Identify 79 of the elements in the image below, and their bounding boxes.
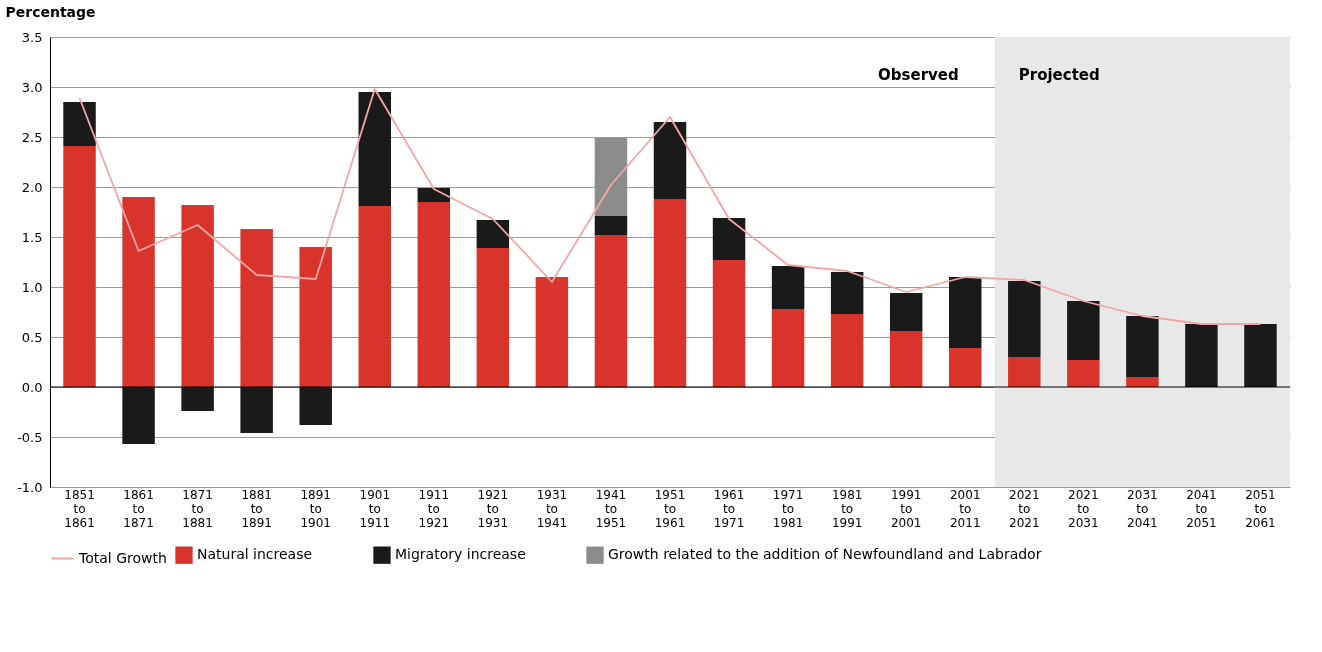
- bar: [653, 199, 687, 387]
- legend-label: Migratory increase: [395, 546, 526, 563]
- bar: [594, 216, 628, 235]
- y-tick-label: 2.0: [21, 179, 43, 195]
- y-tick-label: 1.5: [21, 229, 43, 245]
- y-tick-label: -0.5: [17, 429, 43, 445]
- y-tick-label: 3.0: [21, 79, 43, 95]
- bar: [771, 266, 805, 309]
- x-tick-label: 1851 to 1861: [64, 487, 95, 530]
- bar: [594, 138, 628, 216]
- bar: [181, 387, 214, 411]
- bar: [299, 247, 332, 387]
- bar: [889, 293, 923, 331]
- bar: [771, 309, 805, 387]
- bar: [417, 202, 451, 387]
- bar: [535, 277, 569, 387]
- bar: [1126, 316, 1159, 377]
- bar: [1067, 360, 1100, 387]
- bar: [122, 387, 155, 444]
- x-tick-label: 2051 to 2061: [1245, 487, 1276, 530]
- bar: [712, 260, 746, 387]
- legend-label: Total Growth: [78, 549, 167, 566]
- bar: [1185, 324, 1218, 387]
- bar: [949, 348, 982, 387]
- x-tick-label: 1861 to 1871: [123, 487, 154, 530]
- x-tick-label: 2021 to 2021: [1009, 487, 1040, 530]
- x-tick-label: 1941 to 1951: [595, 487, 627, 530]
- x-tick-label: 1871 to 1881: [182, 487, 213, 530]
- bar: [476, 220, 510, 248]
- bar: [889, 331, 923, 387]
- bar: [1008, 357, 1041, 387]
- bar: [240, 229, 273, 387]
- y-tick-label: 0.5: [21, 329, 43, 345]
- bar: [63, 102, 96, 146]
- legend-label: Natural increase: [197, 546, 313, 563]
- y-tick-label: 2.5: [21, 129, 43, 145]
- x-tick-label: 1991 to 2001: [890, 487, 922, 530]
- x-tick-label: 2031 to 2041: [1127, 487, 1158, 530]
- x-tick-label: 1911 to 1921: [418, 487, 450, 530]
- bar: [949, 277, 982, 348]
- bar: [1008, 281, 1041, 357]
- x-tick-label: 1921 to 1931: [477, 487, 509, 530]
- bar: [1126, 377, 1159, 387]
- bar: [63, 146, 96, 387]
- x-tick-label: 1881 to 1891: [241, 487, 272, 530]
- y-tick-label: 0.0: [21, 379, 43, 395]
- x-tick-label: 2041 to 2051: [1186, 487, 1217, 530]
- band-label: Projected: [1018, 66, 1100, 84]
- x-tick-label: 1951 to 1961: [654, 487, 686, 530]
- y-axis-title: Percentage: [5, 3, 96, 20]
- line-series: [78, 88, 1262, 325]
- bar: [712, 218, 746, 260]
- x-tick-label: 1891 to 1901: [300, 487, 331, 530]
- bar: [830, 272, 864, 314]
- bar: [830, 314, 864, 387]
- legend-label: Growth related to the addition of Newfoundland and Labrador: [608, 546, 1042, 563]
- bar: [358, 206, 391, 387]
- bar: [240, 387, 273, 433]
- bar: [653, 122, 687, 199]
- x-tick-label: 1961 to 1971: [713, 487, 745, 530]
- x-tick-label: 1981 to 1991: [831, 487, 863, 530]
- x-tick-label: 2001 to 2011: [949, 487, 981, 530]
- bar: [417, 188, 451, 202]
- bar: [122, 197, 155, 387]
- x-tick-label: 1931 to 1941: [536, 487, 568, 530]
- bar: [181, 205, 214, 387]
- y-tick-label: -1.0: [17, 479, 43, 495]
- x-tick-label: 1901 to 1911: [359, 487, 391, 530]
- bar: [1244, 324, 1277, 387]
- annotation: Observed: [878, 66, 959, 84]
- bar: [476, 248, 510, 387]
- bar: [1067, 301, 1100, 360]
- y-tick-label: 3.5: [21, 29, 43, 45]
- x-tick-label: 2021 to 2031: [1068, 487, 1099, 530]
- bar: [594, 235, 628, 387]
- bar: [299, 387, 332, 425]
- bar: [358, 92, 391, 206]
- y-tick-label: 1.0: [21, 279, 43, 295]
- x-tick-label: 1971 to 1981: [772, 487, 804, 530]
